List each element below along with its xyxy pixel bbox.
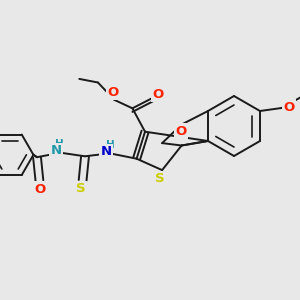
Text: H: H: [56, 139, 64, 149]
Text: O: O: [153, 88, 164, 101]
Text: O: O: [107, 86, 118, 99]
Text: N: N: [100, 145, 112, 158]
Text: S: S: [155, 172, 164, 185]
Text: S: S: [76, 182, 86, 195]
Text: H: H: [106, 140, 115, 150]
Text: O: O: [284, 101, 295, 114]
Text: O: O: [34, 182, 46, 196]
Text: O: O: [176, 124, 187, 138]
Text: N: N: [50, 144, 62, 157]
